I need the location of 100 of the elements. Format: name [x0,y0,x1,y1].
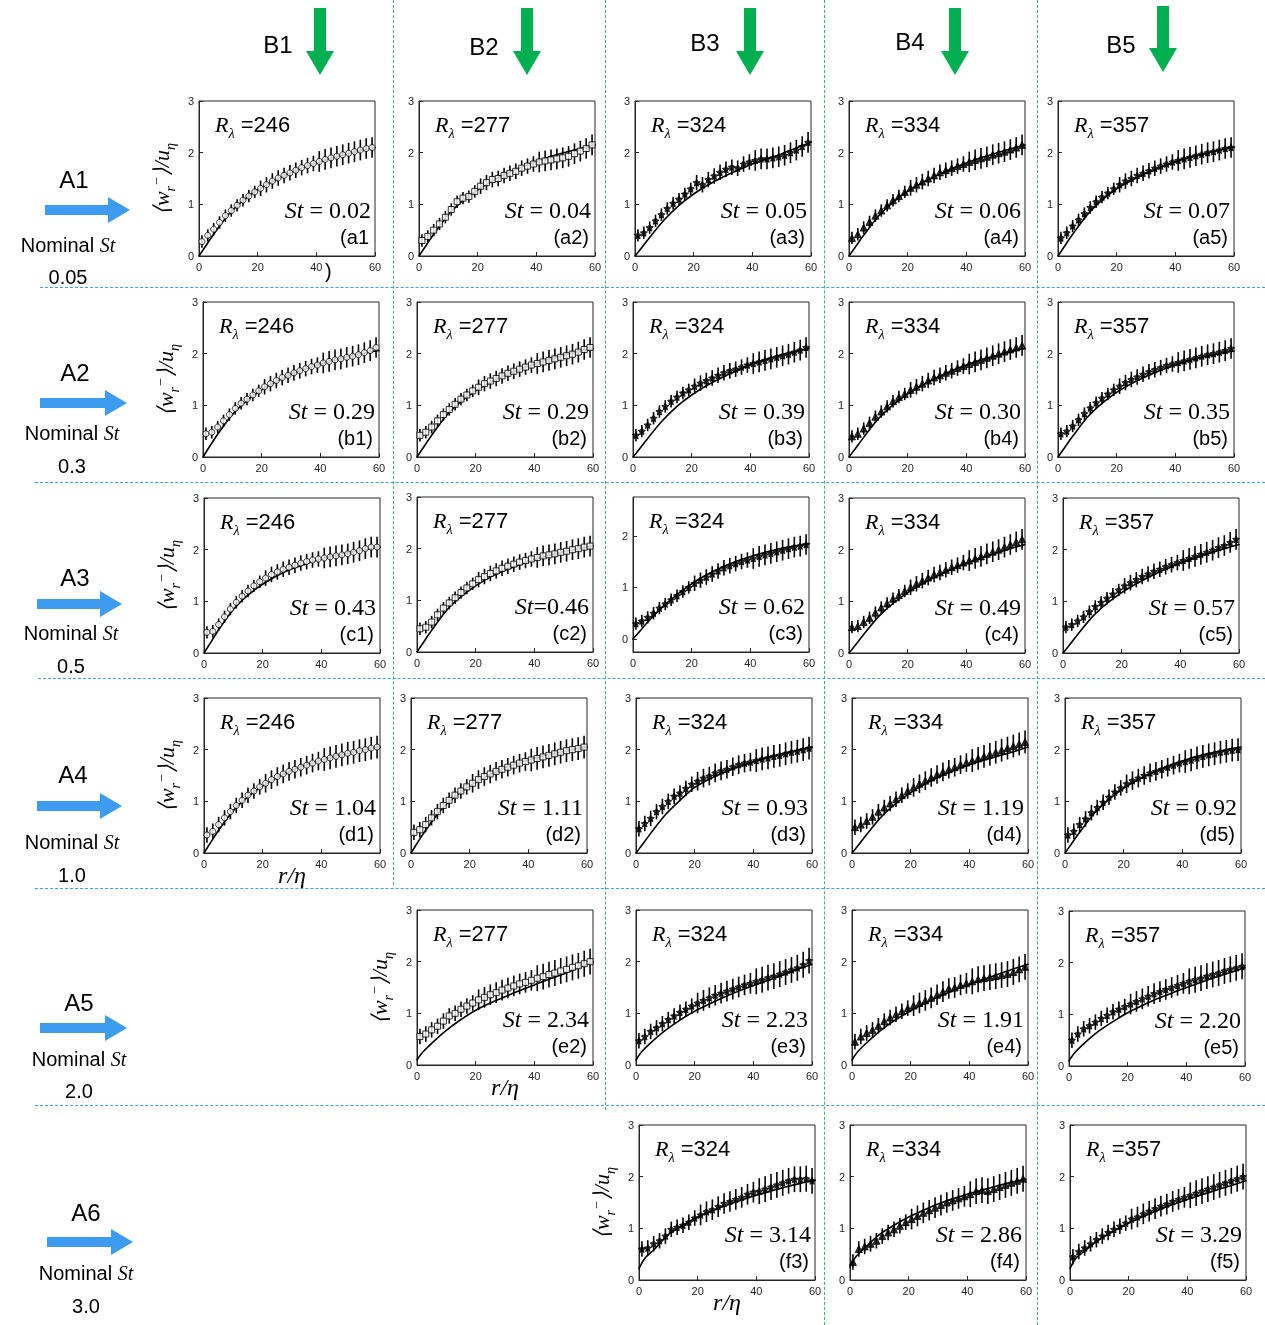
point [894,192,903,201]
point [874,1021,883,1030]
point [1115,180,1124,189]
annotation: (b3) [767,426,803,450]
point [1228,746,1237,755]
point [731,365,740,374]
point [198,238,206,246]
point [921,776,930,785]
point [676,1008,684,1017]
point [286,169,294,177]
point [755,1187,764,1196]
y-tick-label: 1 [621,399,628,412]
point [367,543,375,551]
point [1115,1222,1124,1231]
point [574,962,582,970]
x-tick-label: 0 [635,1284,643,1297]
x-tick-label: 60 [802,461,816,474]
x-tick-label: 40 [310,260,323,273]
x-tick-label: 20 [1110,260,1123,273]
annotation: R$_{λ}$ =277 [433,313,509,342]
point [237,399,245,407]
y-tick-label: 3 [1058,1119,1065,1131]
point [804,138,813,147]
point [790,543,799,552]
x-tick-label: 60 [1019,1284,1033,1297]
point [285,563,293,571]
point [799,745,808,754]
x-tick-label: 20 [469,461,482,474]
point [1145,1207,1154,1216]
point [545,971,553,979]
point [262,181,270,189]
point [737,363,746,372]
point [215,821,223,829]
point [1155,987,1164,996]
point [640,1032,649,1041]
point [1193,753,1201,762]
text: B5 [1106,31,1136,59]
point [1216,748,1225,757]
point [687,1002,696,1011]
y-tick-label: 0 [627,1274,634,1286]
annotation: R$_{λ}$ =334 [865,313,941,342]
annotation: R$_{λ}$ =324 [649,313,725,342]
point [1006,145,1015,154]
point [725,561,734,570]
y-tick-label: 1 [191,399,198,412]
point [367,744,375,752]
y-tick-label: 2 [191,347,198,360]
point [1013,1176,1022,1185]
y-tick-label: 2 [627,1170,634,1183]
point [574,348,582,356]
point [988,547,997,556]
x-tick-label: 20 [471,260,484,273]
text: 0.5 [57,654,85,678]
point [722,765,731,774]
point [226,808,234,816]
y-tick-label: 0 [837,647,844,659]
y-tick-label: 0 [1046,451,1053,463]
x-tick-label: 60 [580,857,594,870]
point [696,379,705,388]
point [1018,341,1027,350]
point [1209,349,1218,358]
point [755,552,764,561]
point [639,228,648,237]
point [1000,543,1009,552]
point [1239,1172,1248,1181]
point [475,576,483,584]
x-tick-label: 20 [1121,1070,1134,1083]
point [1110,788,1119,797]
annotation: R$_{λ}$ =246 [220,509,296,538]
point [1140,771,1149,780]
point [693,999,702,1007]
point [909,783,918,792]
annotation: St = 0.07 [1143,197,1230,225]
point [1122,779,1131,788]
point [974,975,983,984]
point [1110,1225,1118,1234]
point [853,230,862,239]
annotation: R$_{λ}$ =357 [1085,922,1161,951]
annotation: St = 3.29 [1155,1221,1242,1249]
point [439,801,447,809]
point [953,162,962,171]
point [1133,171,1142,180]
point [344,749,352,757]
annotation: (b2) [551,426,587,450]
point [880,803,889,812]
point [510,560,518,568]
point [1067,620,1076,629]
point [428,814,436,822]
point [1012,143,1021,152]
x-tick-label: 60 [808,1284,822,1297]
x-tick-label: 20 [685,461,698,474]
point [1132,575,1141,584]
point [486,991,494,999]
point [465,193,473,201]
point [860,1242,869,1251]
y-tick-label: 3 [405,491,412,503]
y-tick-label: 2 [1053,743,1060,756]
point [708,373,717,382]
point [238,592,246,600]
point [539,358,547,366]
